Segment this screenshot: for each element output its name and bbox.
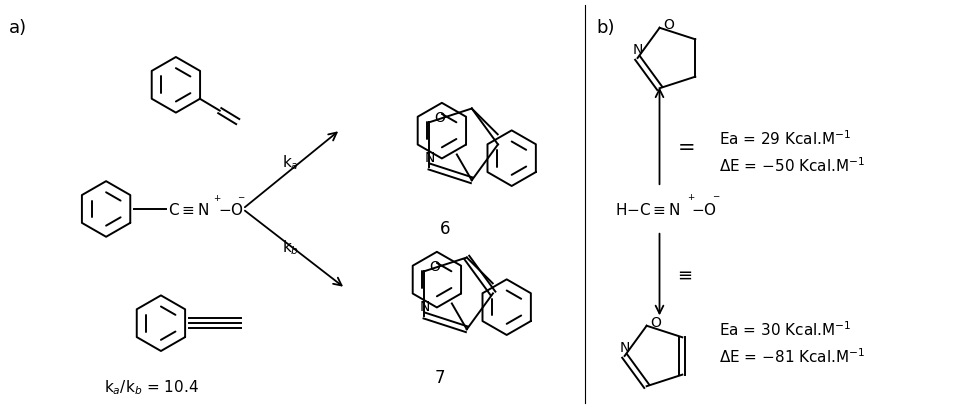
- Text: ≡: ≡: [677, 266, 693, 284]
- Text: N: N: [424, 150, 435, 164]
- Text: k$_b$: k$_b$: [281, 238, 299, 256]
- Text: H$-$C$\equiv$N: H$-$C$\equiv$N: [615, 202, 680, 218]
- Text: b): b): [596, 19, 615, 37]
- Text: N: N: [419, 299, 430, 313]
- Text: $^-$: $^-$: [711, 193, 722, 206]
- Text: O: O: [664, 18, 674, 32]
- Text: $-$O: $-$O: [218, 202, 243, 218]
- Text: N: N: [632, 43, 643, 57]
- Text: O: O: [650, 315, 661, 329]
- Text: $\Delta$E = $-$81 Kcal.M$^{-1}$: $\Delta$E = $-$81 Kcal.M$^{-1}$: [719, 347, 866, 365]
- Text: O: O: [429, 260, 440, 274]
- Text: N: N: [620, 340, 630, 354]
- Text: Ea = 29 Kcal.M$^{-1}$: Ea = 29 Kcal.M$^{-1}$: [719, 129, 851, 147]
- Text: 7: 7: [435, 368, 446, 386]
- Text: $-$O: $-$O: [692, 202, 717, 218]
- Text: O: O: [434, 111, 445, 125]
- Text: k$_a$/k$_b$ = 10.4: k$_a$/k$_b$ = 10.4: [103, 377, 198, 396]
- Text: C$\equiv$N: C$\equiv$N: [168, 202, 209, 218]
- Text: a): a): [10, 19, 27, 37]
- Text: $\Delta$E = $-$50 Kcal.M$^{-1}$: $\Delta$E = $-$50 Kcal.M$^{-1}$: [719, 155, 866, 174]
- Text: $^+$: $^+$: [212, 194, 222, 207]
- Text: $^-$: $^-$: [235, 194, 246, 207]
- Text: Ea = 30 Kcal.M$^{-1}$: Ea = 30 Kcal.M$^{-1}$: [719, 319, 851, 338]
- Text: k$_a$: k$_a$: [281, 153, 299, 171]
- Text: =: =: [677, 138, 695, 158]
- Text: 6: 6: [440, 219, 450, 237]
- Text: $^+$: $^+$: [686, 193, 697, 206]
